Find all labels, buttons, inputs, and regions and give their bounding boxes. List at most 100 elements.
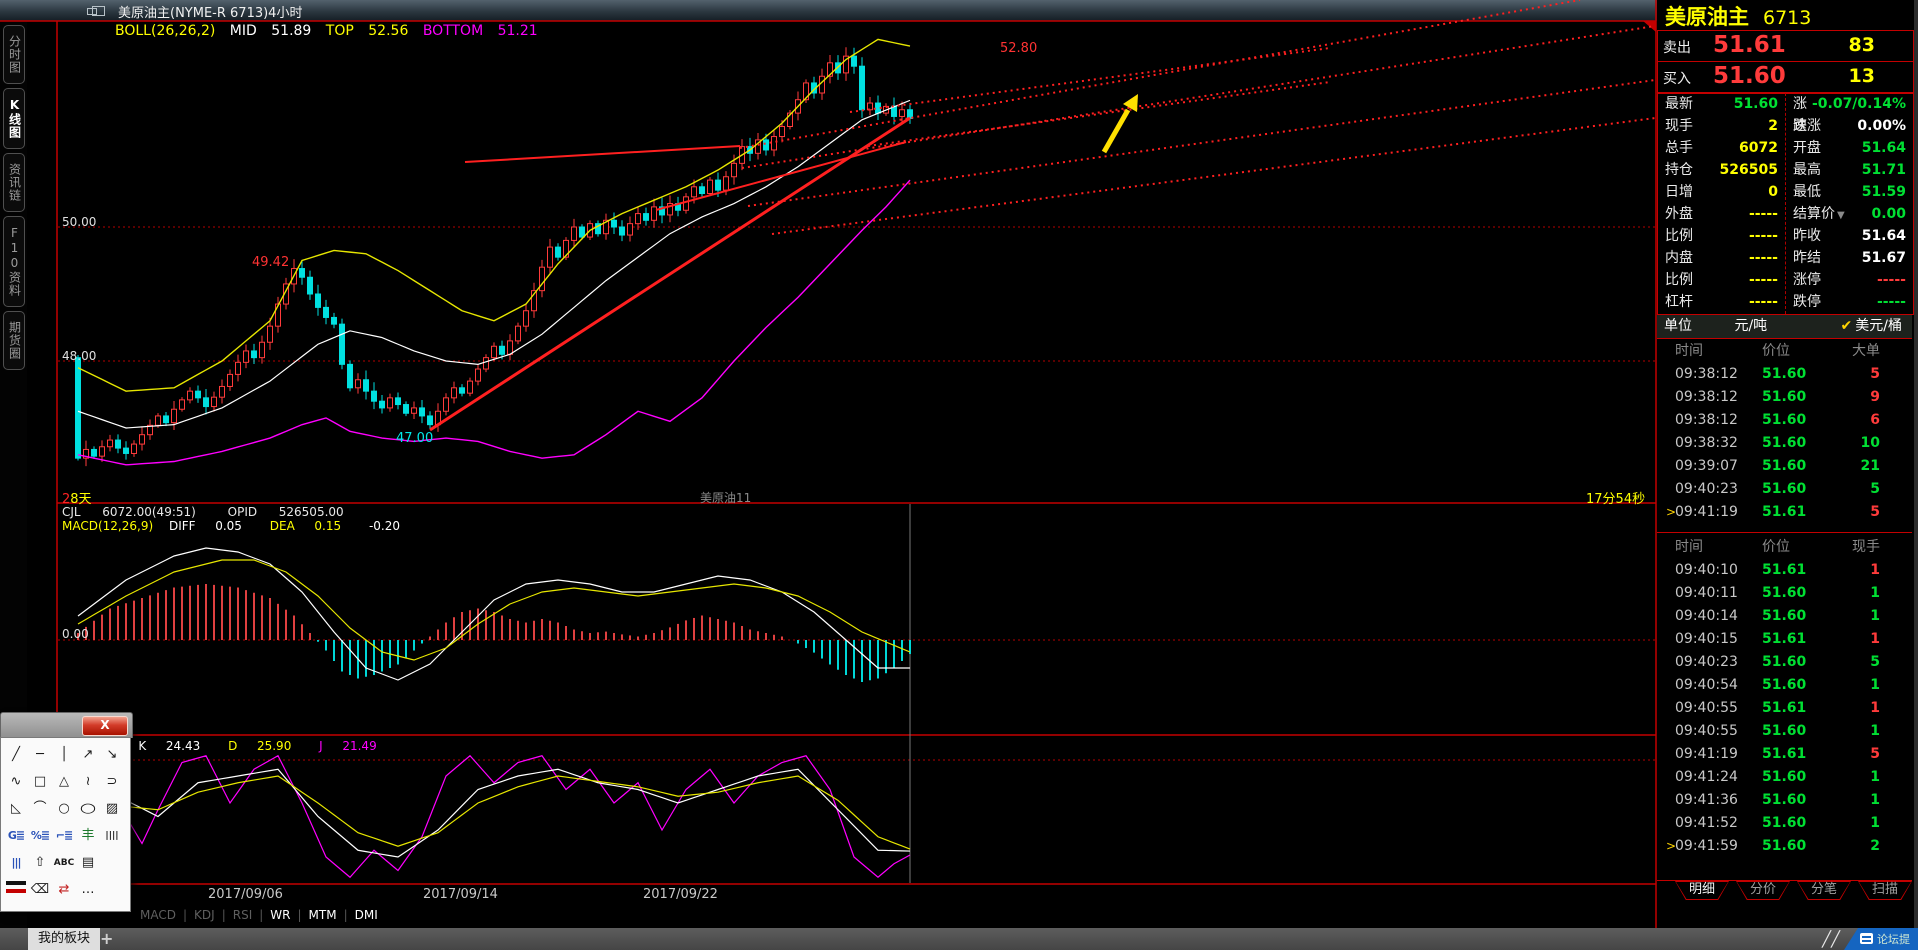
trend-line[interactable] <box>429 116 911 432</box>
polyline-tool[interactable]: ∿ <box>10 774 22 789</box>
restore-window-icon[interactable] <box>87 6 105 16</box>
volume-header: CJL 6072.00(49:51) OPID 526505.00 <box>62 505 344 519</box>
my-board-tab[interactable]: 我的板块 <box>28 928 101 950</box>
indicator-tab-MACD[interactable]: MACD <box>140 908 176 922</box>
sidebar-tab-期货圈[interactable]: 期货圈 <box>2 311 25 370</box>
quote-row-比例: 比例 ----- <box>1665 228 1778 244</box>
tick-row[interactable]: 09:41:19 51.61 5 <box>1675 746 1880 762</box>
tick-row[interactable]: 09:40:55 51.60 1 <box>1675 723 1880 739</box>
eraser-tool[interactable]: ⌫ <box>30 882 50 897</box>
tick-row[interactable]: 09:40:14 51.60 1 <box>1675 608 1880 624</box>
indicator-tab-DMI[interactable]: DMI <box>354 908 378 922</box>
percent-lines-tool[interactable]: %≣ <box>30 829 50 842</box>
big-orders-table[interactable]: 时间 价位 大单 09:38:12 51.60 5 09:38:12 51.60 9 09:38:… <box>1657 340 1912 533</box>
trend-line[interactable] <box>655 141 907 211</box>
detail-tab-扫描[interactable]: 扫描 <box>1858 881 1912 900</box>
dotted-channel-line[interactable] <box>739 0 1581 149</box>
tick-row[interactable]: 09:40:15 51.61 1 <box>1675 631 1880 647</box>
tick-row[interactable]: 09:41:24 51.60 1 <box>1675 769 1880 785</box>
price-annotation: 52.80 <box>1000 41 1037 56</box>
indicator-tab-WR[interactable]: WR <box>270 908 291 922</box>
channel-tool[interactable]: ▨ <box>105 801 119 816</box>
golden-section-tool[interactable]: G≣ <box>7 829 25 842</box>
arrow-line-up-tool[interactable]: ↗ <box>82 747 94 762</box>
tick-row[interactable]: >09:41:59 51.60 2 <box>1666 838 1880 854</box>
boll-mid-label: MID <box>229 23 257 39</box>
dotted-channel-line[interactable] <box>867 81 1331 147</box>
panel-scrollbar[interactable] <box>1914 0 1918 928</box>
arc-tool[interactable]: ⌒ <box>33 801 47 816</box>
big-order-row[interactable]: 09:38:12 51.60 9 <box>1675 389 1880 405</box>
trend-line[interactable] <box>464 145 741 163</box>
move-tool[interactable]: ⇄ <box>58 882 70 897</box>
detail-tab-分笔[interactable]: 分笔 <box>1797 881 1851 900</box>
detail-tab-明细[interactable]: 明细 <box>1675 881 1729 900</box>
title-bar: 美原油主(NYME-R 6713)4小时 <box>0 0 1918 21</box>
add-board-button[interactable]: + <box>100 929 114 948</box>
bid-row[interactable]: 买入 51.60 13 <box>1658 61 1913 92</box>
vertical-line-tool[interactable]: │ <box>60 747 68 762</box>
wave-tool[interactable]: ≀ <box>85 774 91 789</box>
indicator-tab-KDJ[interactable]: KDJ <box>194 908 215 922</box>
arrow-annotation[interactable] <box>1101 108 1131 154</box>
price-annotation: 47.00 <box>396 431 433 446</box>
indicator-line <box>77 179 911 466</box>
arc-open-tool[interactable]: ⊃ <box>106 774 118 789</box>
circle-tool[interactable]: ○ <box>58 801 70 816</box>
indicator-tab-MTM[interactable]: MTM <box>308 908 337 922</box>
unit-usd[interactable]: 美元/桶 <box>1855 318 1902 334</box>
x-axis-date-label: 2017/09/14 <box>423 887 498 902</box>
gann-grid-tool[interactable]: ||| <box>11 856 21 869</box>
toolbar-title-bar[interactable]: X <box>0 712 133 738</box>
dotted-channel-line[interactable] <box>741 25 1656 169</box>
unit-row[interactable]: 单位 元/吨 ✔ 美元/桶 <box>1657 314 1912 339</box>
arrow-line-down-tool[interactable]: ↘ <box>106 747 118 762</box>
detail-tab-分价[interactable]: 分价 <box>1736 881 1790 900</box>
ellipse-tool[interactable]: ○ <box>79 801 97 816</box>
big-order-row[interactable]: 09:38:12 51.60 5 <box>1675 366 1880 382</box>
vertical-grid-tool[interactable]: |||| <box>105 831 119 841</box>
big-order-row[interactable]: 09:39:07 51.60 21 <box>1675 458 1880 474</box>
dotted-channel-line[interactable] <box>747 79 1656 207</box>
triangle-tool[interactable]: △ <box>59 774 69 789</box>
tick-detail-table[interactable]: 时间 价位 现手 09:40:10 51.61 1 09:40:11 51.60 1 09:40:… <box>1657 536 1912 881</box>
ruler-tool[interactable]: ▤ <box>81 855 95 870</box>
cycle-lines-tool[interactable]: 丰 <box>81 828 95 843</box>
dotted-channel-line[interactable] <box>849 47 1331 113</box>
forum-button[interactable]: 论坛提问 <box>1844 928 1918 950</box>
tick-row[interactable]: 09:40:23 51.60 5 <box>1675 654 1880 670</box>
tick-row[interactable]: 09:40:55 51.61 1 <box>1675 700 1880 716</box>
sidebar-tab-资讯链[interactable]: 资讯链 <box>2 153 25 212</box>
big-order-row[interactable]: 09:38:32 51.60 10 <box>1675 435 1880 451</box>
big-arrow-tool[interactable]: ⇧ <box>34 855 46 870</box>
flag-lines-tool[interactable]: ⌐≣ <box>55 829 73 842</box>
boll-bottom-label: BOTTOM <box>422 23 484 39</box>
drawing-toolbar-window[interactable]: X ╱ ─ │ ↗ ↘ ∿ □ △ ≀ ⊃ ◺ ⌒ ○ ○ ▨ G≣ %≣ ⌐≣ 丰 |||| ||| ⇧ ABC ▤ ⌫ ⇄… <box>0 712 133 912</box>
tick-row[interactable]: 09:40:54 51.60 1 <box>1675 677 1880 693</box>
close-icon[interactable]: X <box>82 716 128 736</box>
gann-fan-tool[interactable]: ◺ <box>11 801 21 816</box>
ask-row[interactable]: 卖出 51.61 83 <box>1658 31 1913 61</box>
sidebar-tab-K线图[interactable]: K线图 <box>2 88 25 149</box>
segment-tool[interactable]: ╱ <box>12 747 20 762</box>
indicator-tab-RSI[interactable]: RSI <box>232 908 253 922</box>
sidebar-tab-分时图[interactable]: 分时图 <box>2 25 25 84</box>
more-tools[interactable]: … <box>81 882 95 897</box>
tick-row[interactable]: 09:41:36 51.60 1 <box>1675 792 1880 808</box>
big-order-row[interactable]: >09:41:19 51.61 5 <box>1666 504 1880 520</box>
bid-price: 51.60 <box>1713 63 1786 89</box>
unit-cny[interactable]: 元/吨 <box>1734 318 1768 334</box>
sidebar-tab-F10资料[interactable]: F10资料 <box>2 216 25 307</box>
tick-row[interactable]: 09:40:10 51.61 1 <box>1675 562 1880 578</box>
rectangle-tool[interactable]: □ <box>33 774 47 789</box>
horizontal-line-tool[interactable]: ─ <box>36 747 44 762</box>
text-tool[interactable]: ABC <box>53 858 75 868</box>
tick-row[interactable]: 09:40:11 51.60 1 <box>1675 585 1880 601</box>
big-order-row[interactable]: 09:40:23 51.60 5 <box>1675 481 1880 497</box>
dotted-channel-line[interactable] <box>771 117 1656 235</box>
settle-dropdown-icon[interactable]: ▼ <box>1837 210 1845 221</box>
big-order-row[interactable]: 09:38:12 51.60 6 <box>1675 412 1880 428</box>
tick-row[interactable]: 09:41:52 51.60 1 <box>1675 815 1880 831</box>
line-style-tool[interactable] <box>4 877 28 903</box>
